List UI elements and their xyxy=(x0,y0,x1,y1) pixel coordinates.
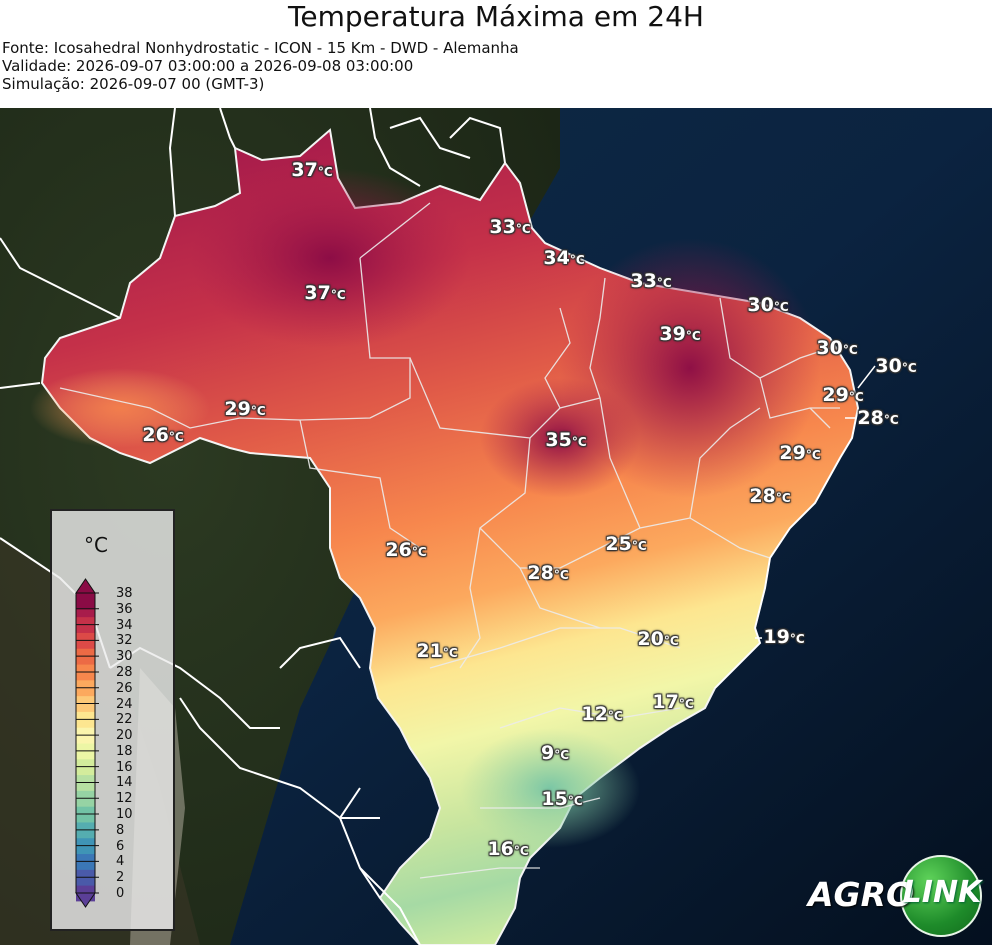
temp-label: 21°C xyxy=(416,640,458,662)
north-hotspot xyxy=(190,168,470,348)
temp-label: 30°C xyxy=(875,355,917,377)
source-line: Fonte: Icosahedral Nonhydrostatic - ICON… xyxy=(2,39,519,57)
temp-label: 26°C xyxy=(142,424,184,446)
legend-tick-label: 34 xyxy=(116,617,133,633)
legend-tick-label: 6 xyxy=(116,838,125,854)
logo-circle xyxy=(900,855,982,937)
temp-label: 26°C xyxy=(385,539,427,561)
legend-tick-label: 36 xyxy=(116,601,133,617)
temp-label: 17°C xyxy=(652,691,694,713)
agrolink-logo: AGRO LINK xyxy=(808,855,983,937)
state-borders xyxy=(59,202,840,879)
logo-text-agro: AGRO xyxy=(808,875,915,914)
temp-label: 30°C xyxy=(816,337,858,359)
coastline xyxy=(714,407,859,689)
simulation-line: Simulação: 2026-09-07 00 (GMT-3) xyxy=(2,75,265,93)
legend-tick-label: 8 xyxy=(116,822,125,838)
legend-tick-label: 22 xyxy=(116,712,133,728)
temp-label: 29°C xyxy=(822,384,864,406)
legend-tick-label: 28 xyxy=(116,664,133,680)
west-warm-zone xyxy=(30,368,210,448)
temp-label: 16°C xyxy=(487,838,529,860)
legend-tick-label: 18 xyxy=(116,743,133,759)
legend-tick-label: 10 xyxy=(116,807,133,823)
temp-label: 28°C xyxy=(749,485,791,507)
temp-label: 29°C xyxy=(779,442,821,464)
color-legend: °C 0 2 4 6 8 10 12 14 16 18 20 22 24 26 28 30 32 34 36 38 xyxy=(50,509,175,931)
logo-text-link: LINK xyxy=(902,875,982,910)
legend-tick-label: 4 xyxy=(116,854,125,870)
temp-label: 29°C xyxy=(224,398,266,420)
legend-colorbar xyxy=(75,578,99,908)
temp-label: 19°C xyxy=(763,626,805,648)
legend-color-step xyxy=(76,593,95,610)
temp-label: 28°C xyxy=(857,407,899,429)
leader-lines xyxy=(755,365,876,639)
south-cool-zone xyxy=(460,728,640,848)
temp-label: 15°C xyxy=(541,788,583,810)
legend-tick-label: 16 xyxy=(116,759,133,775)
temp-label: 37°C xyxy=(291,159,333,181)
validity-line: Validade: 2026-09-07 03:00:00 a 2026-09-… xyxy=(2,57,414,75)
legend-max-arrow xyxy=(75,578,96,594)
temp-label: 30°C xyxy=(747,294,789,316)
temp-label: 37°C xyxy=(304,282,346,304)
legend-tick-label: 2 xyxy=(116,870,125,886)
temp-label: 28°C xyxy=(527,562,569,584)
temp-label: 34°C xyxy=(543,247,585,269)
legend-tick-label: 0 xyxy=(116,886,125,901)
temp-label: 20°C xyxy=(637,628,679,650)
temp-label: 9°C xyxy=(540,742,570,764)
temp-label: 39°C xyxy=(659,323,701,345)
legend-tick-label: 12 xyxy=(116,791,133,807)
legend-tick-label: 38 xyxy=(116,586,133,601)
temp-label: 12°C xyxy=(581,703,623,725)
legend-tick-label: 30 xyxy=(116,649,133,665)
temp-label: 35°C xyxy=(545,429,587,451)
legend-tick-label: 14 xyxy=(116,775,133,791)
legend-tick-label: 26 xyxy=(116,680,133,696)
legend-unit: °C xyxy=(84,533,108,557)
temp-label: 25°C xyxy=(605,533,647,555)
central-hotspot xyxy=(480,378,640,498)
legend-tick-label: 20 xyxy=(116,728,133,744)
legend-tick-label: 24 xyxy=(116,696,133,712)
temp-label: 33°C xyxy=(489,216,531,238)
legend-tick-label: 32 xyxy=(116,633,133,649)
temp-label: 33°C xyxy=(630,270,672,292)
map-title: Temperatura Máxima em 24H xyxy=(288,0,704,33)
